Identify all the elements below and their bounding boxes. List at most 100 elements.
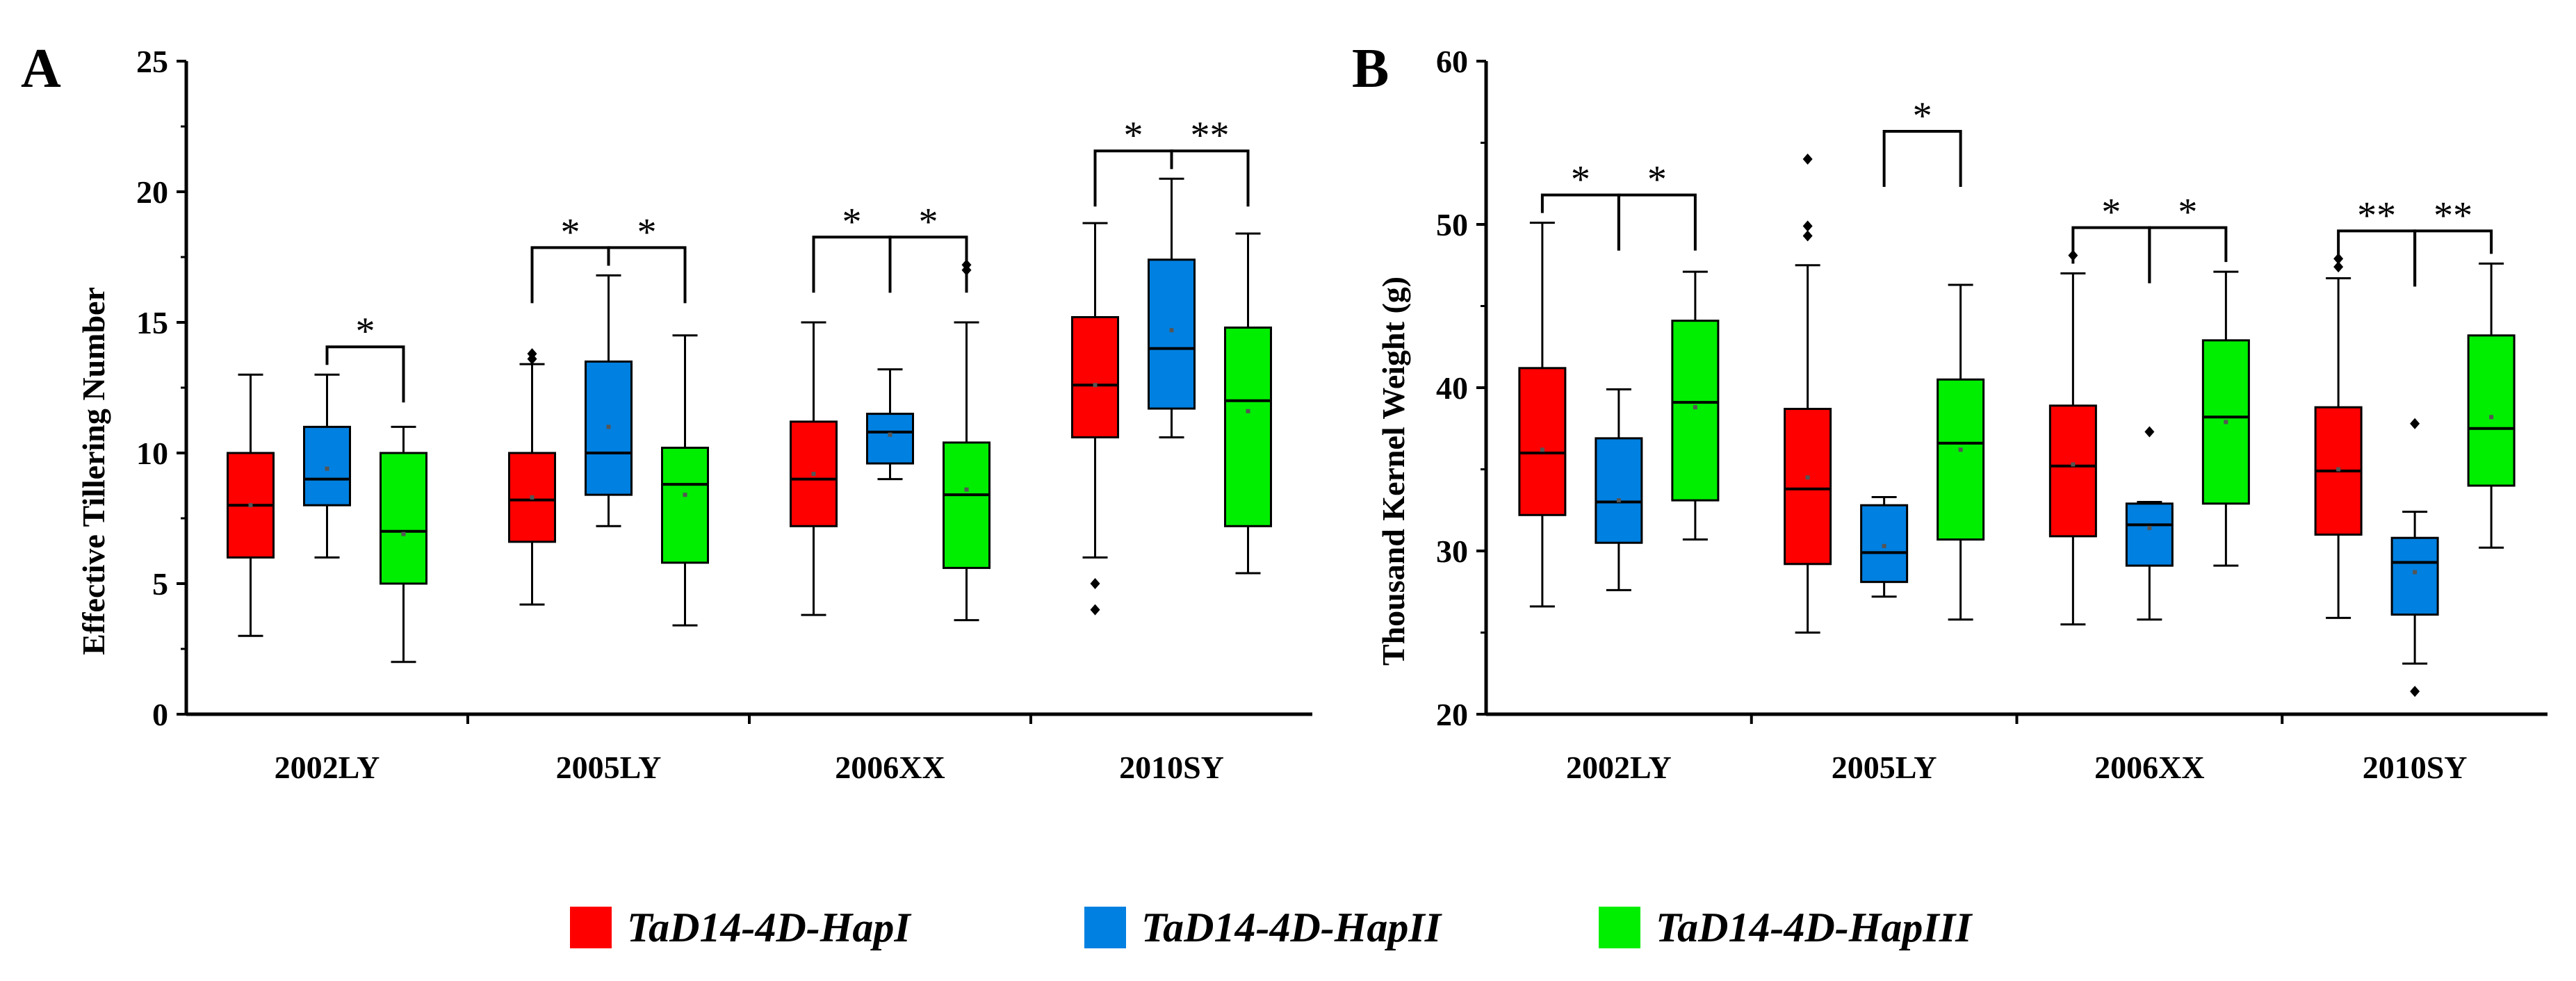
panel-b-box-2005ly-s1-outlier xyxy=(1802,220,1813,232)
panel-a-significance-label: * xyxy=(561,211,580,254)
panel-a-box-2005ly-s1-outlier xyxy=(527,353,537,365)
panel-b-y-tick-label: 20 xyxy=(1436,697,1468,732)
panel-a-significance-bracket xyxy=(607,246,687,304)
panel-a-x-tick-label: 2006XX xyxy=(835,750,945,785)
panel-a-significance-label: * xyxy=(356,310,375,353)
panel-a-significance-bracket xyxy=(888,236,968,293)
legend: TaD14-4D-HapI TaD14-4D-HapII TaD14-4D-Ha… xyxy=(0,896,2576,959)
panel-a-significance-bracket xyxy=(812,236,892,293)
panel-b-significance-bracket xyxy=(2071,226,2151,283)
panel-b-significance-label: * xyxy=(1647,158,1667,201)
panel-b-box-2010sy-s2-mean xyxy=(2413,570,2418,575)
panel-a-x-tick-label: 2002LY xyxy=(275,750,380,785)
panel-b-box-2005ly-s1-body xyxy=(1784,408,1832,566)
panel-a-x-tick-label: 2005LY xyxy=(556,750,662,785)
panel-b-box-2005ly-s1-outlier xyxy=(1802,154,1813,165)
panel-b-significance-label: * xyxy=(1571,158,1590,201)
panel-b-x-tick-label: 2002LY xyxy=(1566,750,1672,785)
panel-b-box-2002ly-s2-mean xyxy=(1616,498,1621,503)
panel-b-box-2010sy-s2-body xyxy=(2390,536,2439,616)
panel-b-significance-label: ** xyxy=(2357,194,2396,237)
panel-a-significance-label: * xyxy=(919,200,938,243)
legend-item-hap1: TaD14-4D-HapI xyxy=(570,903,911,952)
panel-b-y-axis-label: Thousand Kernel Weight (g) xyxy=(1376,277,1411,666)
panel-a-box-2006xx-s3-body xyxy=(943,441,991,569)
panel-a-y-tick-label: 5 xyxy=(152,566,168,602)
panel-b-box-2005ly-s1-mean xyxy=(1805,475,1810,480)
panel-a-box-2005ly-s2-mean xyxy=(606,424,611,429)
panel-b-box-2002ly-s3-body xyxy=(1671,320,1720,502)
panel-b-box-2010sy-s3-body xyxy=(2467,334,2516,487)
panel-a-x-tick-label: 2010SY xyxy=(1119,750,1224,785)
panel-b-significance-bracket xyxy=(2413,229,2493,287)
panel-a-significance-label: * xyxy=(842,200,862,243)
panel-a-box-2010sy-s2-body xyxy=(1148,258,1196,410)
panel-b-y-tick-label: 60 xyxy=(1436,44,1468,79)
legend-swatch-hap3 xyxy=(1599,907,1640,948)
panel-a-box-2002ly-s3-mean xyxy=(401,531,406,536)
panel-b-box-2002ly-s1-body xyxy=(1518,367,1567,516)
panel-a-y-tick-label: 10 xyxy=(136,436,168,471)
panel-a-box-2010sy-s1-mean xyxy=(1093,383,1098,388)
legend-swatch-hap2 xyxy=(1084,907,1126,948)
panel-b-box-2010sy-s1-mean xyxy=(2336,467,2341,472)
panel-b-box-2005ly-s2-mean xyxy=(1882,543,1886,548)
panel-b-box-2010sy-s2-outlier xyxy=(2410,418,2420,429)
panel-b-box-2005ly-s3-body xyxy=(1937,378,1985,541)
panel-b-letter: B xyxy=(1352,38,1389,99)
panel-a-y-tick-label: 20 xyxy=(136,174,168,210)
legend-item-hap2: TaD14-4D-HapII xyxy=(1084,903,1441,952)
panel-a-significance-label: * xyxy=(637,211,657,254)
panel-b-box-2005ly-s2-body xyxy=(1860,504,1909,584)
panel-b-significance-label: * xyxy=(2101,191,2121,234)
panel-b-y-tick-label: 40 xyxy=(1436,370,1468,406)
legend-swatch-hap1 xyxy=(570,907,612,948)
panel-b-y-tick-label: 30 xyxy=(1436,534,1468,569)
panel-b-y-tick-label: 50 xyxy=(1436,207,1468,242)
panel-b-significance-label: * xyxy=(1913,94,1932,138)
panel-a-box-2006xx-s3-mean xyxy=(964,487,969,492)
panel-b-box-2010sy-s2-outlier xyxy=(2410,686,2420,698)
panel-a-significance-label: ** xyxy=(1191,114,1230,157)
panel-a-box-2006xx-s2-mean xyxy=(888,432,892,437)
panel-b-box-2002ly-s2-body xyxy=(1595,437,1643,544)
panel-b-box-2002ly-s1-mean xyxy=(1540,447,1544,452)
panel-a-box-2002ly-s3-body xyxy=(380,452,427,585)
panel-b-box-2006xx-s1-mean xyxy=(2071,462,2076,467)
legend-label-hap2: TaD14-4D-HapII xyxy=(1141,904,1442,950)
panel-b-box-2005ly-s3-mean xyxy=(1958,447,1963,452)
panel-a-box-2010sy-s3-mean xyxy=(1246,409,1250,413)
panel-b-box-2006xx-s1-body xyxy=(2048,404,2097,538)
panel-a-box-2010sy-s2-mean xyxy=(1169,328,1174,333)
panel-b-box-2006xx-s3-mean xyxy=(2224,420,2228,424)
panel-a-box-2002ly-s1-mean xyxy=(248,503,253,508)
panel-a-box-2006xx-s1-mean xyxy=(811,472,816,477)
panel-a-box-2002ly-s2-body xyxy=(303,425,351,506)
panel-a-y-tick-label: 15 xyxy=(136,305,168,340)
panel-b-box-2006xx-s2-mean xyxy=(2147,526,2152,531)
panel-a-significance-bracket xyxy=(325,345,405,403)
panel-a-box-2005ly-s3-body xyxy=(661,446,709,564)
panel-a-y-tick-label: 25 xyxy=(136,44,168,79)
panel-b-x-tick-label: 2010SY xyxy=(2363,750,2468,785)
panel-a-significance-label: * xyxy=(1124,114,1143,157)
panel-b-significance-label: ** xyxy=(2434,194,2472,237)
panel-b-box-2006xx-s2-outlier xyxy=(2144,426,2155,438)
panel-b-box-2006xx-s2-body xyxy=(2125,502,2174,567)
legend-label-hap3: TaD14-4D-HapIII xyxy=(1656,904,1972,950)
panel-b-x-tick-label: 2005LY xyxy=(1832,750,1937,785)
panel-b-box-2002ly-s3-mean xyxy=(1693,405,1697,410)
panel-b-significance-bracket xyxy=(2148,226,2228,283)
panel-a-y-axis-label: Effective Tillering Number xyxy=(76,287,111,655)
panel-b-box-2005ly-s1-outlier xyxy=(1802,230,1813,242)
panel-b-significance-bracket xyxy=(1882,130,1962,187)
panel-b-x-tick-label: 2006XX xyxy=(2094,750,2204,785)
panel-a-box-2002ly-s2-mean xyxy=(325,466,329,471)
panel-a-significance-bracket xyxy=(1170,149,1250,207)
panel-b-box-2010sy-s3-mean xyxy=(2489,415,2494,420)
panel-a-box-2010sy-s3-body xyxy=(1224,327,1272,527)
legend-item-hap3: TaD14-4D-HapIII xyxy=(1599,903,1971,952)
panel-a-box-2006xx-s2-body xyxy=(866,413,914,465)
panel-a-box-2010sy-s1-body xyxy=(1071,315,1119,438)
